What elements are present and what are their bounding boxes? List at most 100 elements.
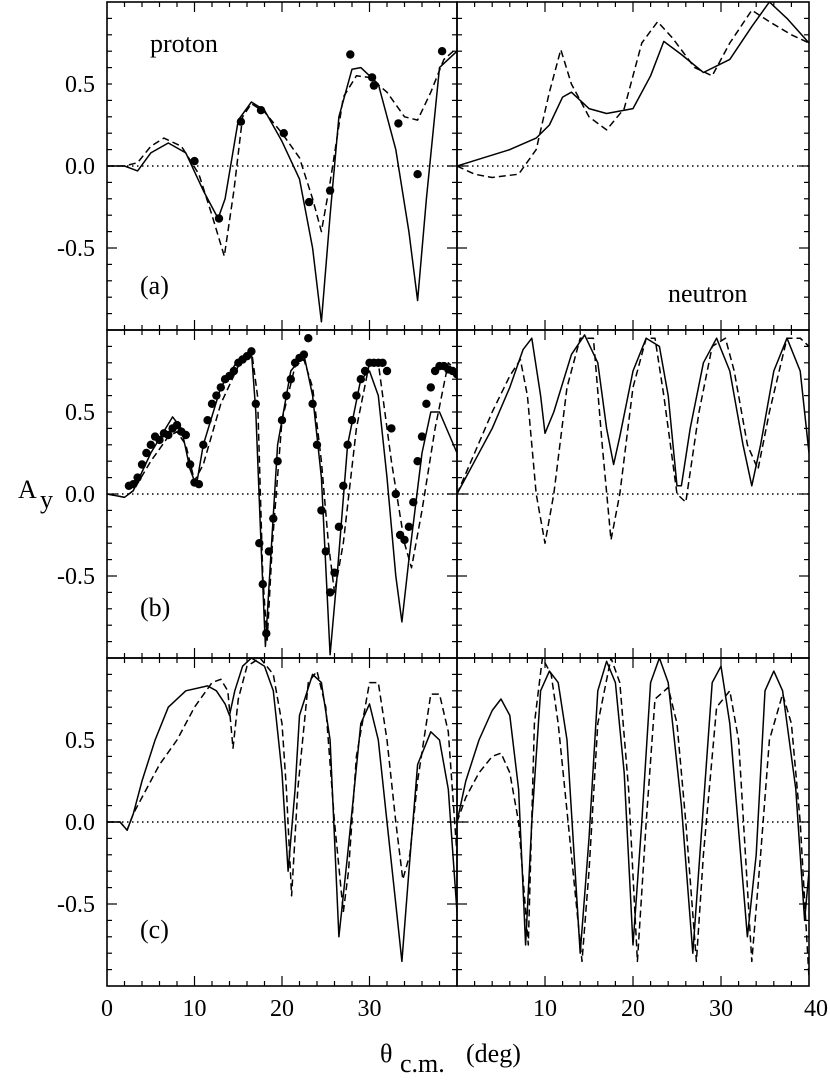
data-point (216, 383, 225, 392)
solid-curve (107, 658, 457, 963)
x-tick-label: 30 (709, 996, 733, 1022)
solid-curve (107, 50, 457, 323)
x-axis-label-theta: θ (380, 1039, 392, 1068)
x-axis-label: θ c.m. (deg) (380, 1039, 521, 1078)
data-point (334, 522, 344, 531)
data-point (325, 186, 335, 195)
panel-0-0 (107, 47, 457, 323)
data-point (286, 375, 295, 384)
proton-label: proton (150, 29, 218, 58)
data-point (207, 399, 217, 408)
panel-0-1 (457, 2, 809, 179)
data-point (317, 506, 326, 515)
data-point (391, 489, 400, 499)
data-point (181, 430, 190, 440)
y-tick-label: -0.5 (57, 564, 95, 590)
data-point (321, 547, 330, 556)
data-point (312, 440, 322, 449)
data-point (146, 440, 155, 449)
data-point (325, 588, 335, 597)
axis-ticks (107, 2, 809, 986)
data-point (256, 106, 266, 115)
panel-label-a: (a) (140, 271, 169, 300)
y-tick-label: 0.5 (65, 400, 95, 426)
data-point (190, 156, 199, 166)
data-point (155, 435, 164, 445)
panels (107, 2, 809, 978)
data-point (255, 539, 264, 548)
data-point (426, 383, 435, 392)
data-point (133, 473, 142, 482)
data-point (356, 375, 365, 384)
y-tick-label: 0.0 (65, 810, 95, 836)
panel-plot-area (107, 658, 457, 963)
data-point (185, 460, 195, 469)
data-point (282, 391, 291, 400)
data-point (212, 391, 221, 400)
x-axis-label-sub: c.m. (400, 1049, 445, 1078)
y-tick-label: 0.0 (65, 482, 95, 508)
data-point (137, 460, 147, 469)
x-axis-label-unit: (deg) (466, 1039, 521, 1068)
data-point (346, 50, 355, 59)
data-point (203, 416, 212, 425)
panel-1-1 (457, 334, 809, 544)
panel-2-0 (107, 658, 457, 963)
data-point (308, 399, 317, 408)
data-point (409, 498, 418, 507)
y-tick-label: -0.5 (57, 892, 95, 918)
x-tick-label: 10 (183, 996, 207, 1022)
x-tick-label: 20 (621, 996, 645, 1022)
x-tick-label: 20 (270, 996, 294, 1022)
x-tick-label: 0 (101, 996, 113, 1022)
svg-text:y: y (40, 485, 53, 514)
dashed-curve (457, 9, 809, 179)
panel-plot-area (457, 334, 809, 544)
panel-1-0 (107, 334, 457, 656)
dashed-curve (107, 47, 457, 257)
data-point (299, 350, 309, 359)
data-point (236, 117, 246, 126)
data-point (437, 47, 447, 56)
data-point (382, 366, 392, 376)
neutron-label: neutron (668, 279, 747, 308)
panel-2-1 (457, 658, 809, 978)
data-point (422, 399, 431, 408)
panel-label-b: (b) (140, 593, 170, 622)
y-axis-label-main: A (18, 475, 37, 504)
y-tick-label: 0.5 (65, 728, 95, 754)
data-point (258, 580, 267, 589)
data-point (330, 568, 339, 577)
svg-text:θ: θ (380, 1039, 392, 1068)
data-point (387, 424, 396, 433)
data-point (369, 81, 379, 90)
data-point (304, 334, 313, 343)
data-point (378, 358, 387, 367)
data-point (360, 366, 370, 376)
data-point (129, 480, 138, 489)
data-point (251, 399, 260, 408)
y-tick-label: 0.0 (65, 154, 95, 180)
data-point (404, 522, 414, 531)
data-point (413, 457, 422, 466)
dashed-curve (457, 337, 809, 544)
data-point (347, 416, 357, 425)
data-point (400, 535, 409, 545)
data-point (352, 391, 361, 400)
solid-curve (107, 350, 457, 656)
data-point (142, 448, 151, 458)
data-point (214, 214, 224, 223)
x-tick-label: 10 (533, 996, 557, 1022)
data-point (247, 347, 256, 356)
data-point (164, 430, 173, 440)
panel-plot-area (107, 334, 457, 656)
data-point (172, 420, 182, 430)
data-point (273, 457, 282, 466)
svg-text:c.m.: c.m. (400, 1049, 445, 1078)
data-point (279, 129, 288, 138)
y-axis-label-sub: y (40, 485, 53, 514)
data-point (264, 547, 274, 556)
data-point (367, 73, 377, 82)
y-axis-label: A y (18, 475, 53, 514)
